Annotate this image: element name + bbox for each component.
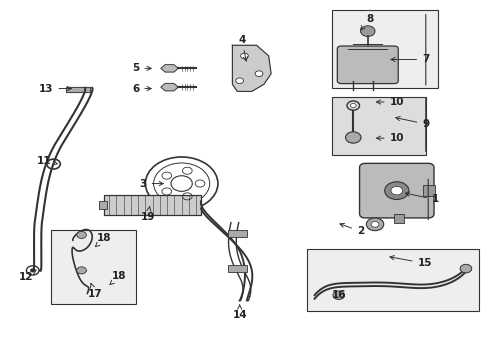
Circle shape <box>366 218 383 231</box>
Bar <box>307 249 478 311</box>
Text: 12: 12 <box>19 270 36 283</box>
Bar <box>227 230 246 237</box>
Text: 6: 6 <box>132 84 151 94</box>
Text: 5: 5 <box>132 63 151 73</box>
Text: 1: 1 <box>405 192 438 204</box>
Text: 9: 9 <box>395 117 428 129</box>
Text: 14: 14 <box>232 305 246 320</box>
Polygon shape <box>161 65 178 72</box>
Text: 13: 13 <box>39 84 71 94</box>
Circle shape <box>77 231 86 238</box>
Bar <box>393 214 403 222</box>
FancyBboxPatch shape <box>337 46 397 84</box>
Text: 18: 18 <box>95 234 111 247</box>
Text: 10: 10 <box>376 97 403 107</box>
Circle shape <box>370 221 378 227</box>
Polygon shape <box>161 84 178 91</box>
Text: 2: 2 <box>339 223 364 237</box>
FancyBboxPatch shape <box>359 163 433 218</box>
Circle shape <box>255 71 263 77</box>
Circle shape <box>384 182 408 199</box>
Polygon shape <box>65 87 90 93</box>
Text: 15: 15 <box>389 256 431 268</box>
Text: 19: 19 <box>141 207 155 222</box>
Text: 4: 4 <box>238 35 247 61</box>
Text: 11: 11 <box>37 156 57 166</box>
Circle shape <box>459 264 471 273</box>
Circle shape <box>30 269 35 272</box>
Circle shape <box>235 78 243 84</box>
Bar <box>423 185 435 196</box>
Text: 3: 3 <box>139 179 163 189</box>
Text: 8: 8 <box>360 14 373 30</box>
Bar <box>331 97 425 155</box>
Bar <box>51 230 136 304</box>
Bar <box>331 10 437 88</box>
Bar <box>104 195 201 215</box>
Text: 17: 17 <box>87 283 102 299</box>
Text: 16: 16 <box>331 290 346 300</box>
Text: 10: 10 <box>376 133 403 143</box>
Circle shape <box>390 186 402 195</box>
Circle shape <box>360 26 374 36</box>
Bar <box>227 265 246 272</box>
Circle shape <box>332 291 344 300</box>
Circle shape <box>350 103 355 108</box>
Text: 18: 18 <box>110 271 126 285</box>
Circle shape <box>345 132 360 143</box>
Circle shape <box>240 53 248 59</box>
Text: 7: 7 <box>390 54 428 64</box>
Bar <box>99 201 106 209</box>
Circle shape <box>77 267 86 274</box>
Polygon shape <box>232 45 270 91</box>
